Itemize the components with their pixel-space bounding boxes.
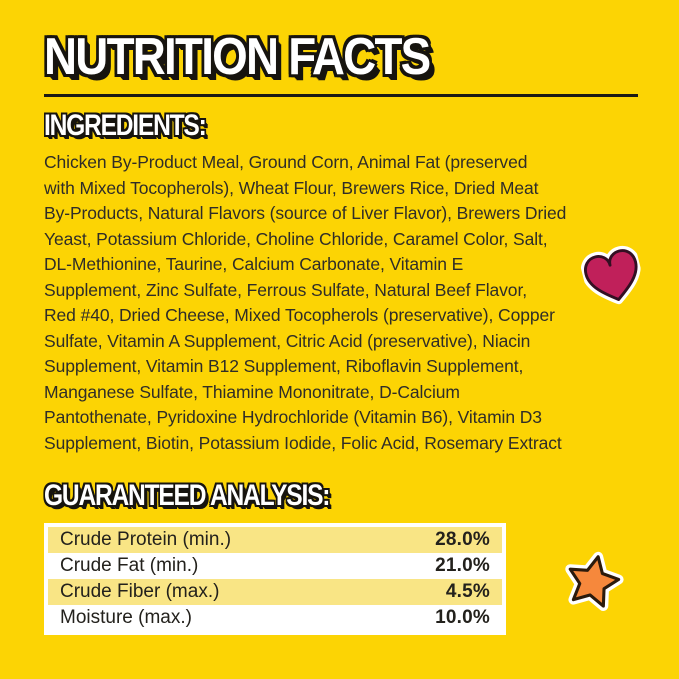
ingredients-line: Supplement, Zinc Sulfate, Ferrous Sulfat… (44, 279, 527, 300)
ingredients-line: Pantothenate, Pyridoxine Hydrochloride (… (44, 407, 542, 427)
ingredients-line: Manganese Sulfate, Thiamine Mononitrate,… (44, 381, 460, 402)
divider (44, 94, 638, 97)
row-value: 4.5% (445, 581, 490, 602)
analysis-heading: GUARANTEED ANALYSIS: (44, 479, 330, 512)
page-title: NUTRITION FACTS (44, 28, 431, 86)
ingredients-heading: INGREDIENTS: (44, 109, 207, 142)
ingredients-line: Chicken By-Product Meal, Ground Corn, An… (44, 152, 528, 172)
ingredients-line: By-Products, Natural Flavors (source of … (44, 203, 567, 223)
heart-icon (578, 242, 648, 312)
star-outline (568, 555, 621, 608)
table-row: Crude Protein (min.) 28.0% (48, 527, 502, 553)
row-label: Moisture (max.) (60, 607, 192, 628)
row-label: Crude Protein (min.) (60, 529, 232, 550)
row-label: Crude Fiber (max.) (60, 581, 220, 602)
ingredients-line: Red #40, Dried Cheese, Mixed Tocopherols… (44, 305, 555, 325)
heart-shape (585, 250, 637, 300)
ingredients-line: Supplement, Vitamin B12 Supplement, Ribo… (44, 356, 524, 376)
heart-svg (580, 245, 641, 305)
star-shape (570, 556, 619, 607)
table-row: Moisture (max.) 10.0% (48, 605, 502, 631)
analysis-table: Crude Protein (min.) 28.0% Crude Fat (mi… (44, 523, 506, 635)
ingredients-line: Yeast, Potassium Chloride, Choline Chlor… (44, 228, 548, 249)
row-value: 10.0% (435, 607, 490, 628)
row-value: 21.0% (435, 555, 490, 576)
ingredients-line: DL-Methionine, Taurine, Calcium Carbonat… (44, 254, 464, 274)
heart-outline (584, 249, 638, 301)
row-value: 28.0% (435, 529, 490, 550)
ingredients-line: with Mixed Tocopherols), Wheat Flour, Br… (44, 177, 539, 198)
star-svg (565, 551, 624, 611)
ingredients-text: Chicken By-Product Meal, Ground Corn, An… (44, 150, 566, 456)
star-icon (556, 544, 630, 618)
table-row: Crude Fat (min.) 21.0% (48, 553, 502, 579)
table-row: Crude Fiber (max.) 4.5% (48, 579, 502, 605)
ingredients-line: Supplement, Biotin, Potassium Iodide, Fo… (44, 432, 562, 453)
row-label: Crude Fat (min.) (60, 555, 199, 576)
ingredients-line: Sulfate, Vitamin A Supplement, Citric Ac… (44, 330, 531, 351)
